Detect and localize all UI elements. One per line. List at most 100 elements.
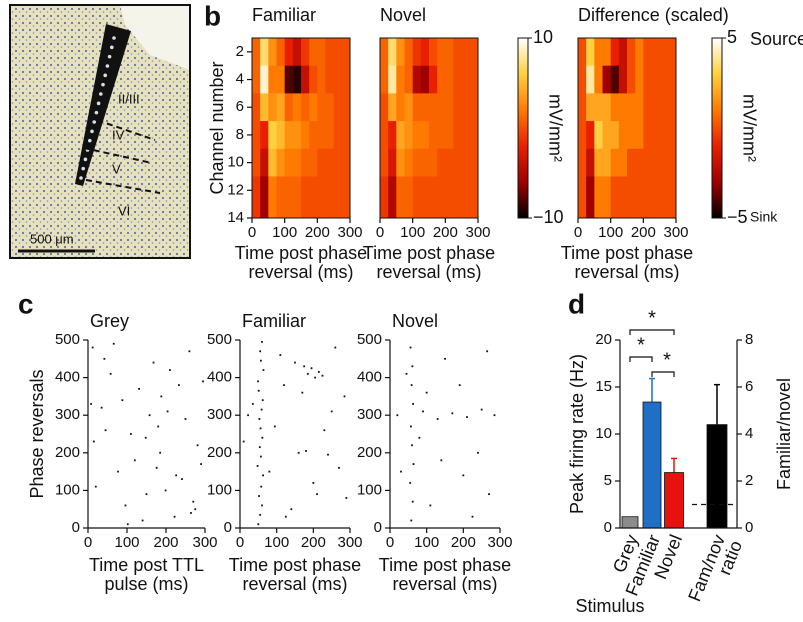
spike bbox=[409, 481, 412, 484]
heatmap-cell bbox=[268, 93, 277, 122]
colorbar-note: Source bbox=[750, 29, 803, 49]
axis-label: Time post phase bbox=[561, 243, 693, 263]
spike bbox=[310, 367, 313, 370]
heatmap-cell bbox=[469, 38, 479, 67]
heatmap-cell bbox=[341, 38, 351, 67]
spike bbox=[160, 395, 163, 398]
significance-label: * bbox=[637, 334, 645, 356]
heatmap-cell bbox=[602, 148, 612, 177]
significance-label: * bbox=[648, 307, 656, 329]
axis-label: Time post phase bbox=[363, 243, 495, 263]
heatmap-cell bbox=[317, 148, 326, 177]
heatmap-cell bbox=[260, 176, 269, 219]
axis-label: reversal (ms) bbox=[248, 262, 353, 282]
spike bbox=[261, 340, 263, 343]
spike bbox=[200, 463, 202, 465]
heatmap-cell bbox=[333, 65, 343, 94]
spike bbox=[173, 515, 176, 518]
heatmap-cell bbox=[260, 65, 269, 94]
heatmap-cell bbox=[276, 121, 286, 150]
heatmap-cell bbox=[420, 38, 430, 67]
scale-bar-label: 500 μm bbox=[30, 231, 74, 246]
heatmap-cell bbox=[404, 93, 414, 122]
spike bbox=[316, 493, 318, 496]
significance-bracket bbox=[651, 371, 675, 377]
spike bbox=[314, 376, 317, 379]
spike bbox=[260, 455, 262, 458]
spike bbox=[261, 504, 263, 507]
spike bbox=[480, 408, 483, 411]
heatmap-cell bbox=[333, 121, 343, 150]
heatmap-cell bbox=[437, 93, 446, 122]
y-tick-label: 200 bbox=[207, 444, 232, 461]
heatmap-cell bbox=[594, 38, 603, 67]
heatmap-cell bbox=[333, 176, 343, 219]
heatmap-cell bbox=[325, 121, 335, 150]
probe-site bbox=[83, 157, 88, 162]
heatmap-cell bbox=[412, 93, 422, 122]
heatmap-cell bbox=[276, 38, 286, 67]
heatmap-cell bbox=[594, 65, 603, 94]
heatmap-cell bbox=[453, 176, 463, 219]
probe-site bbox=[110, 45, 114, 50]
spike bbox=[121, 399, 124, 402]
layer-label: VI bbox=[118, 203, 130, 218]
heatmap-cell bbox=[594, 176, 603, 219]
spike bbox=[312, 481, 315, 484]
spike bbox=[188, 350, 191, 353]
spike bbox=[181, 478, 183, 481]
panel-title: Familiar bbox=[242, 311, 306, 331]
y-tick-label: 4 bbox=[745, 425, 753, 442]
spike bbox=[425, 391, 428, 394]
axis-label: Phase reversals bbox=[27, 369, 47, 498]
panel-title: Grey bbox=[90, 311, 129, 331]
spike bbox=[303, 365, 306, 368]
heatmap-cell bbox=[396, 93, 405, 122]
spike bbox=[334, 346, 337, 349]
heatmap-cell bbox=[453, 148, 463, 177]
heatmap-cell bbox=[420, 93, 430, 122]
spike bbox=[259, 427, 262, 430]
heatmap-cell bbox=[445, 38, 454, 67]
spike bbox=[305, 450, 307, 452]
spike bbox=[130, 433, 132, 435]
y-tick-label: 12 bbox=[227, 181, 244, 198]
spike bbox=[124, 504, 127, 507]
y-tick-label: 8 bbox=[745, 331, 753, 348]
colorbar-label: mV/mm² bbox=[545, 94, 565, 162]
spike bbox=[471, 515, 474, 518]
heatmap-cell bbox=[317, 121, 326, 150]
bar bbox=[664, 472, 684, 529]
spike bbox=[345, 497, 348, 499]
heatmap-cell bbox=[309, 176, 318, 219]
heatmap-cell bbox=[301, 121, 310, 150]
plot-frame bbox=[379, 37, 479, 219]
axis-label: reversal (ms) bbox=[376, 262, 481, 282]
probe-site bbox=[90, 129, 94, 134]
plot-frame bbox=[251, 37, 351, 219]
heatmap-cell bbox=[594, 121, 603, 150]
spike bbox=[412, 463, 415, 465]
spike bbox=[458, 384, 461, 387]
spike bbox=[152, 361, 155, 364]
probe-site bbox=[107, 54, 112, 59]
heatmap-cell bbox=[635, 38, 644, 67]
heatmap-cell bbox=[635, 176, 644, 219]
y-tick-label: 20 bbox=[595, 331, 612, 348]
heatmap-cell bbox=[252, 93, 261, 122]
panel-letter: c bbox=[18, 288, 34, 319]
spike bbox=[338, 466, 340, 469]
probe-site bbox=[99, 92, 103, 96]
spike bbox=[104, 429, 107, 432]
heatmap-cell bbox=[325, 38, 335, 67]
heatmap-cell bbox=[667, 93, 677, 122]
spike bbox=[92, 440, 95, 443]
heatmap-cell bbox=[578, 121, 587, 150]
spike bbox=[411, 500, 414, 503]
heatmap-cell bbox=[317, 38, 326, 67]
spike bbox=[175, 474, 178, 477]
heatmap-cell bbox=[276, 148, 286, 177]
x-tick-label: 200 bbox=[433, 224, 458, 241]
heatmap-cell bbox=[469, 65, 479, 94]
spike bbox=[258, 418, 261, 420]
